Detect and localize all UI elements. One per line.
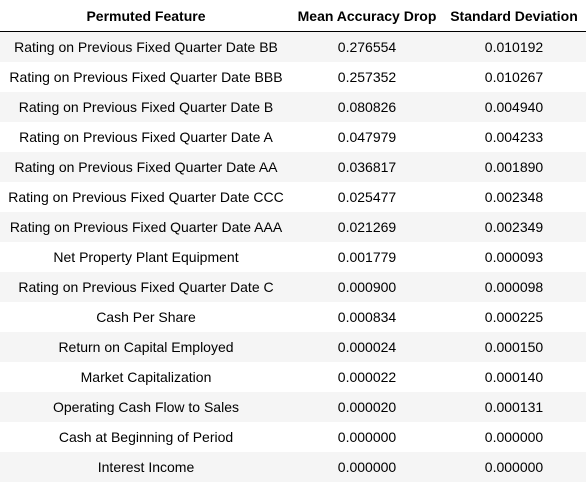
standard-deviation-cell: 0.002348 (442, 182, 586, 212)
feature-cell: Net Property Plant Equipment (0, 242, 292, 272)
standard-deviation-cell: 0.001890 (442, 152, 586, 182)
header-standard-deviation: Standard Deviation (442, 0, 586, 32)
table-row: Cash at Beginning of Period 0.000000 0.000… (0, 422, 586, 452)
table-row: Interest Income 0.000000 0.000000 (0, 452, 586, 482)
feature-cell: Rating on Previous Fixed Quarter Date BB… (0, 62, 292, 92)
feature-cell: Market Capitalization (0, 362, 292, 392)
mean-accuracy-drop-cell: 0.000834 (292, 302, 442, 332)
standard-deviation-cell: 0.000000 (442, 422, 586, 452)
mean-accuracy-drop-cell: 0.000000 (292, 452, 442, 482)
standard-deviation-cell: 0.000225 (442, 302, 586, 332)
table-row: Rating on Previous Fixed Quarter Date AA… (0, 212, 586, 242)
standard-deviation-cell: 0.004940 (442, 92, 586, 122)
table-header: Permuted Feature Mean Accuracy Drop Stan… (0, 0, 586, 32)
feature-cell: Rating on Previous Fixed Quarter Date CC… (0, 182, 292, 212)
mean-accuracy-drop-cell: 0.036817 (292, 152, 442, 182)
mean-accuracy-drop-cell: 0.001779 (292, 242, 442, 272)
table-row: Rating on Previous Fixed Quarter Date BB… (0, 31, 586, 62)
feature-cell: Operating Cash Flow to Sales (0, 392, 292, 422)
standard-deviation-cell: 0.000131 (442, 392, 586, 422)
mean-accuracy-drop-cell: 0.000020 (292, 392, 442, 422)
mean-accuracy-drop-cell: 0.025477 (292, 182, 442, 212)
mean-accuracy-drop-cell: 0.080826 (292, 92, 442, 122)
feature-cell: Rating on Previous Fixed Quarter Date A (0, 122, 292, 152)
header-permuted-feature: Permuted Feature (0, 0, 292, 32)
standard-deviation-cell: 0.010192 (442, 31, 586, 62)
header-mean-accuracy-drop: Mean Accuracy Drop (292, 0, 442, 32)
table-body: Rating on Previous Fixed Quarter Date BB… (0, 31, 586, 482)
header-row: Permuted Feature Mean Accuracy Drop Stan… (0, 0, 586, 32)
table-row: Net Property Plant Equipment 0.001779 0.00… (0, 242, 586, 272)
feature-cell: Cash Per Share (0, 302, 292, 332)
table-row: Operating Cash Flow to Sales 0.000020 0.00… (0, 392, 586, 422)
mean-accuracy-drop-cell: 0.021269 (292, 212, 442, 242)
standard-deviation-cell: 0.000098 (442, 272, 586, 302)
standard-deviation-cell: 0.000150 (442, 332, 586, 362)
table-row: Return on Capital Employed 0.000024 0.0001… (0, 332, 586, 362)
feature-cell: Rating on Previous Fixed Quarter Date C (0, 272, 292, 302)
mean-accuracy-drop-cell: 0.257352 (292, 62, 442, 92)
standard-deviation-cell: 0.004233 (442, 122, 586, 152)
standard-deviation-cell: 0.000140 (442, 362, 586, 392)
mean-accuracy-drop-cell: 0.000022 (292, 362, 442, 392)
table-row: Rating on Previous Fixed Quarter Date BB… (0, 62, 586, 92)
mean-accuracy-drop-cell: 0.000024 (292, 332, 442, 362)
standard-deviation-cell: 0.000000 (442, 452, 586, 482)
mean-accuracy-drop-cell: 0.000900 (292, 272, 442, 302)
table-row: Market Capitalization 0.000022 0.000140 (0, 362, 586, 392)
feature-cell: Rating on Previous Fixed Quarter Date AA (0, 152, 292, 182)
feature-cell: Cash at Beginning of Period (0, 422, 292, 452)
feature-cell: Rating on Previous Fixed Quarter Date BB (0, 31, 292, 62)
feature-cell: Return on Capital Employed (0, 332, 292, 362)
table-row: Rating on Previous Fixed Quarter Date CC… (0, 182, 586, 212)
feature-cell: Rating on Previous Fixed Quarter Date B (0, 92, 292, 122)
standard-deviation-cell: 0.002349 (442, 212, 586, 242)
mean-accuracy-drop-cell: 0.000000 (292, 422, 442, 452)
standard-deviation-cell: 0.010267 (442, 62, 586, 92)
mean-accuracy-drop-cell: 0.047979 (292, 122, 442, 152)
table-row: Rating on Previous Fixed Quarter Date AA… (0, 152, 586, 182)
feature-cell: Rating on Previous Fixed Quarter Date AA… (0, 212, 292, 242)
feature-cell: Interest Income (0, 452, 292, 482)
mean-accuracy-drop-cell: 0.276554 (292, 31, 442, 62)
standard-deviation-cell: 0.000093 (442, 242, 586, 272)
table-row: Cash Per Share 0.000834 0.000225 (0, 302, 586, 332)
